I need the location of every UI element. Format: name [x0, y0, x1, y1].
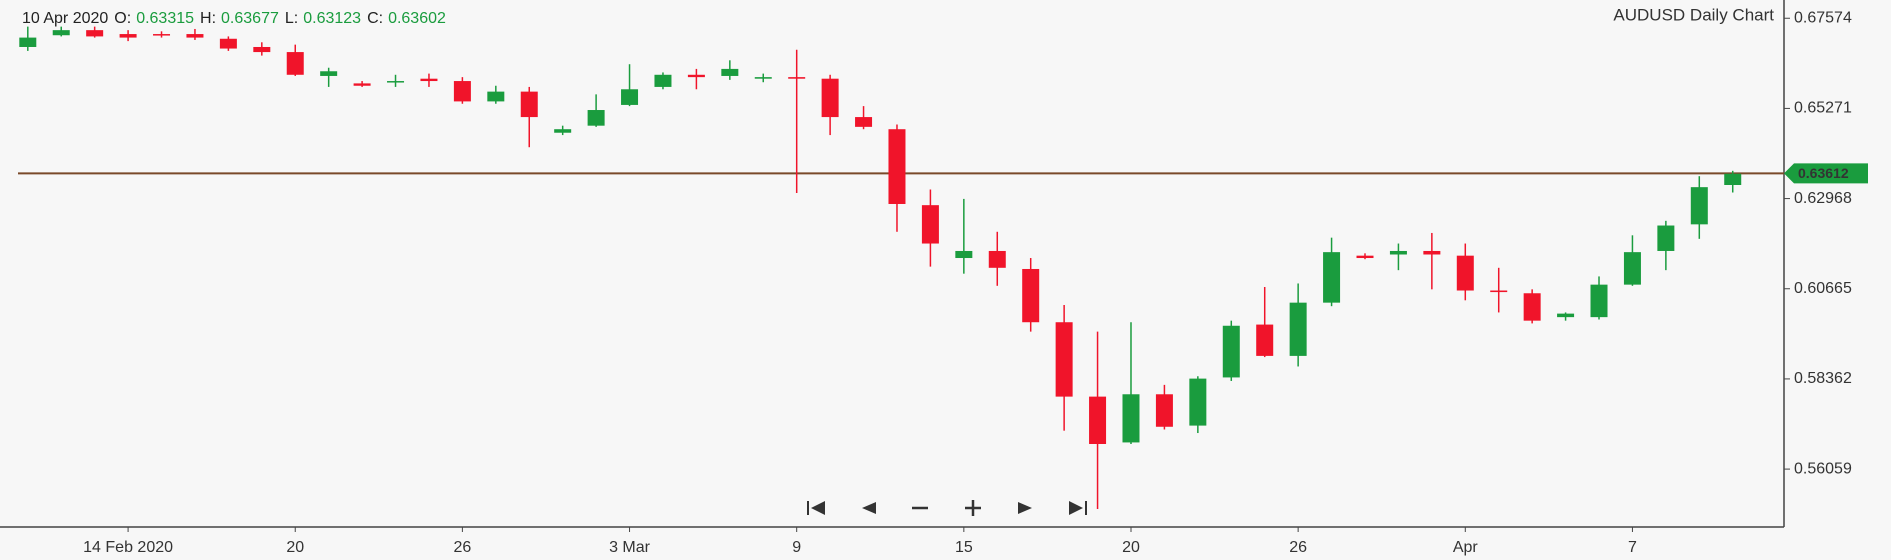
candle-body — [1657, 225, 1675, 251]
last-price-tag — [1784, 163, 1868, 184]
candle-body — [353, 83, 371, 86]
info-date: 10 Apr 2020 — [22, 10, 108, 27]
info-value: 0.63677 — [221, 10, 279, 27]
candle-body — [1055, 322, 1073, 397]
candle-body — [52, 30, 70, 36]
candle-body — [1222, 325, 1240, 378]
candle-body — [554, 129, 572, 133]
candle-body — [1155, 394, 1173, 427]
candle-body — [1490, 290, 1508, 293]
candle-body — [320, 71, 338, 76]
candle-body — [888, 129, 906, 204]
candle-body — [219, 38, 237, 49]
candle-body — [955, 250, 973, 259]
nav-last[interactable] — [1067, 498, 1089, 518]
candle-body — [286, 52, 304, 75]
candle-body — [788, 77, 806, 79]
y-tick-label: 0.58362 — [1794, 370, 1852, 387]
chart-title: AUDUSD Daily Chart — [1613, 5, 1774, 24]
candle-body — [487, 91, 505, 102]
nav-zoom-in[interactable] — [963, 498, 985, 518]
x-tick-label: 9 — [792, 539, 801, 556]
candle-body — [420, 78, 438, 82]
candle-body — [19, 37, 37, 47]
candle-body — [1423, 250, 1441, 255]
candle-body — [1623, 252, 1641, 285]
y-tick-label: 0.65271 — [1794, 100, 1852, 117]
candle-body — [119, 34, 137, 38]
candle-body — [654, 74, 672, 87]
x-tick-label: 26 — [453, 539, 471, 556]
candle-body — [821, 78, 839, 118]
candle-body — [621, 89, 639, 105]
candle-body — [253, 46, 271, 53]
y-tick-label: 0.67574 — [1794, 9, 1852, 26]
candle-body — [1022, 268, 1040, 323]
x-tick-label: Apr — [1453, 539, 1479, 556]
candle-body — [1389, 250, 1407, 255]
x-tick-label: 15 — [955, 539, 973, 556]
x-tick-label: 26 — [1289, 539, 1307, 556]
y-tick-label: 0.60665 — [1794, 280, 1852, 297]
navigation — [806, 498, 1089, 518]
candle-body — [1523, 293, 1541, 321]
info-value: 0.63315 — [136, 10, 194, 27]
candle-body — [186, 34, 204, 38]
candle-body — [86, 30, 104, 37]
info-value: 0.63123 — [303, 10, 361, 27]
candle-body — [1289, 302, 1307, 356]
info-label: L: — [285, 10, 298, 27]
x-tick-label: 20 — [1122, 539, 1140, 556]
last-price-label: 0.63612 — [1798, 165, 1849, 181]
nav-first[interactable] — [806, 498, 828, 518]
candle-body — [1122, 394, 1140, 443]
candle-body — [988, 250, 1006, 268]
y-tick-label: 0.62968 — [1794, 190, 1852, 207]
info-value: 0.63602 — [388, 10, 446, 27]
x-tick-label: 14 Feb 2020 — [83, 539, 173, 556]
candle-body — [687, 74, 705, 78]
candle-body — [1356, 255, 1374, 259]
nav-prev[interactable] — [858, 498, 880, 518]
candle-body — [921, 205, 939, 244]
candle-body — [153, 34, 171, 36]
candle-body — [1323, 252, 1341, 303]
candle-body — [1590, 284, 1608, 318]
candle-body — [855, 117, 873, 127]
candle-body — [1557, 313, 1575, 318]
candle-body — [387, 81, 405, 83]
candle-body — [520, 91, 538, 118]
candle-body — [754, 77, 772, 79]
candle-body — [587, 110, 605, 126]
candle-body — [721, 68, 739, 76]
candle-body — [1690, 187, 1708, 225]
info-label: C: — [367, 10, 383, 27]
candle-body — [1724, 173, 1742, 185]
x-tick-label: 20 — [286, 539, 304, 556]
candle-body — [1256, 324, 1274, 356]
info-label: H: — [200, 10, 216, 27]
candle-body — [1456, 255, 1474, 291]
info-label: O: — [114, 10, 131, 27]
x-tick-label: 7 — [1628, 539, 1637, 556]
candle-body — [453, 81, 471, 102]
nav-next[interactable] — [1015, 498, 1037, 518]
x-tick-label: 3 Mar — [609, 539, 651, 556]
candle-body — [1189, 378, 1207, 426]
nav-zoom-out[interactable] — [910, 498, 932, 518]
y-tick-label: 0.56059 — [1794, 460, 1852, 477]
candle-body — [1089, 396, 1107, 444]
ohlc-info: 10 Apr 2020 O: 0.63315 H: 0.63677 L: 0.63123 C:… — [22, 10, 446, 27]
